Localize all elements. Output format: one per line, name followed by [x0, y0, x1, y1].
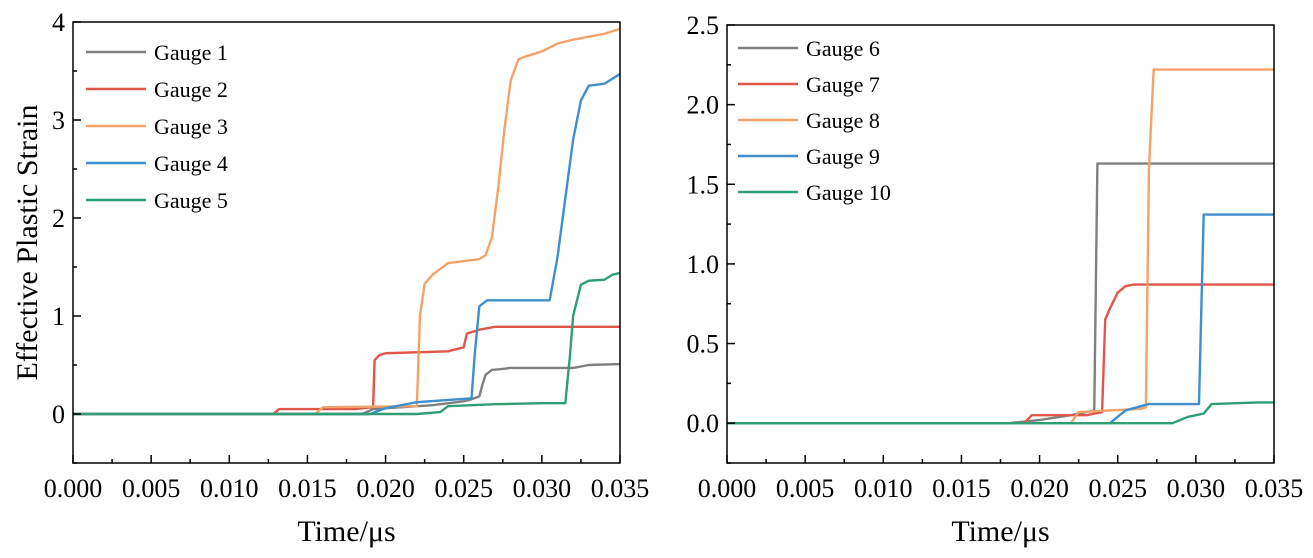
series-line-2 — [727, 283, 1274, 425]
legend: Gauge 6 Gauge 7 Gauge 8 Gauge 9 Gauge 10 — [738, 36, 891, 205]
y-tick-label: 1.0 — [687, 250, 720, 279]
x-axis-label: Time/μs — [951, 515, 1049, 548]
x-tick-label: 0.010 — [854, 474, 913, 503]
legend-entry-2: Gauge 7 — [806, 72, 880, 97]
legend: Gauge 1 Gauge 2 Gauge 3 Gauge 4 Gauge 5 — [86, 40, 228, 213]
x-tick-label: 0.030 — [513, 474, 572, 503]
y-tick-label: 3 — [52, 106, 65, 135]
x-tick-label: 0.035 — [1245, 474, 1304, 503]
legend-entry-3: Gauge 8 — [806, 108, 880, 133]
x-tick-label: 0.020 — [356, 474, 415, 503]
x-tick-label: 0.025 — [434, 474, 493, 503]
legend-entry-1: Gauge 6 — [806, 36, 880, 61]
legend-entry-1: Gauge 1 — [154, 40, 228, 65]
x-tick-label: 0.010 — [200, 474, 259, 503]
y-tick-label: 2 — [52, 204, 65, 233]
left-chart: 0.000 0.005 0.010 0.015 0.020 0.025 0.030 0.035… — [11, 8, 649, 548]
x-tick-label: 0.030 — [1167, 474, 1226, 503]
legend-entry-2: Gauge 2 — [154, 77, 228, 102]
x-tick-label: 0.035 — [591, 474, 650, 503]
x-tick-label: 0.025 — [1088, 474, 1147, 503]
series-line-5 — [73, 271, 621, 416]
x-axis-label: Time/μs — [297, 515, 395, 548]
x-tick-label: 0.015 — [278, 474, 337, 503]
series-line-3 — [727, 68, 1274, 425]
y-tick-label: 1.5 — [687, 170, 720, 199]
series-line-4 — [727, 213, 1274, 425]
y-tick-label: 2.0 — [687, 91, 720, 120]
y-tick-label: 0.5 — [687, 330, 720, 359]
y-tick-label: 0 — [52, 400, 65, 429]
series-line-3 — [73, 27, 621, 416]
x-tick-label: 0.000 — [698, 474, 757, 503]
series-line-2 — [73, 325, 620, 416]
y-axis-label: Effective Plastic Strain — [11, 104, 44, 380]
series-line-4 — [73, 72, 621, 416]
y-tick-label: 4 — [52, 8, 65, 37]
legend-entry-3: Gauge 3 — [154, 114, 228, 139]
legend-entry-4: Gauge 9 — [806, 144, 880, 169]
y-tick-label: 0.0 — [687, 409, 720, 438]
legend-entry-4: Gauge 4 — [154, 151, 228, 176]
right-chart: 0.000 0.005 0.010 0.015 0.020 0.025 0.030 0.035… — [687, 11, 1304, 548]
x-tick-label: 0.005 — [776, 474, 835, 503]
legend-entry-5: Gauge 10 — [806, 180, 891, 205]
y-tick-label: 1 — [52, 302, 65, 331]
x-tick-label: 0.005 — [122, 474, 181, 503]
legend-entry-5: Gauge 5 — [154, 188, 228, 213]
x-tick-label: 0.020 — [1010, 474, 1069, 503]
x-tick-label: 0.000 — [44, 474, 103, 503]
series-line-5 — [727, 401, 1274, 425]
x-tick-label: 0.015 — [932, 474, 991, 503]
y-tick-label: 2.5 — [687, 11, 720, 40]
